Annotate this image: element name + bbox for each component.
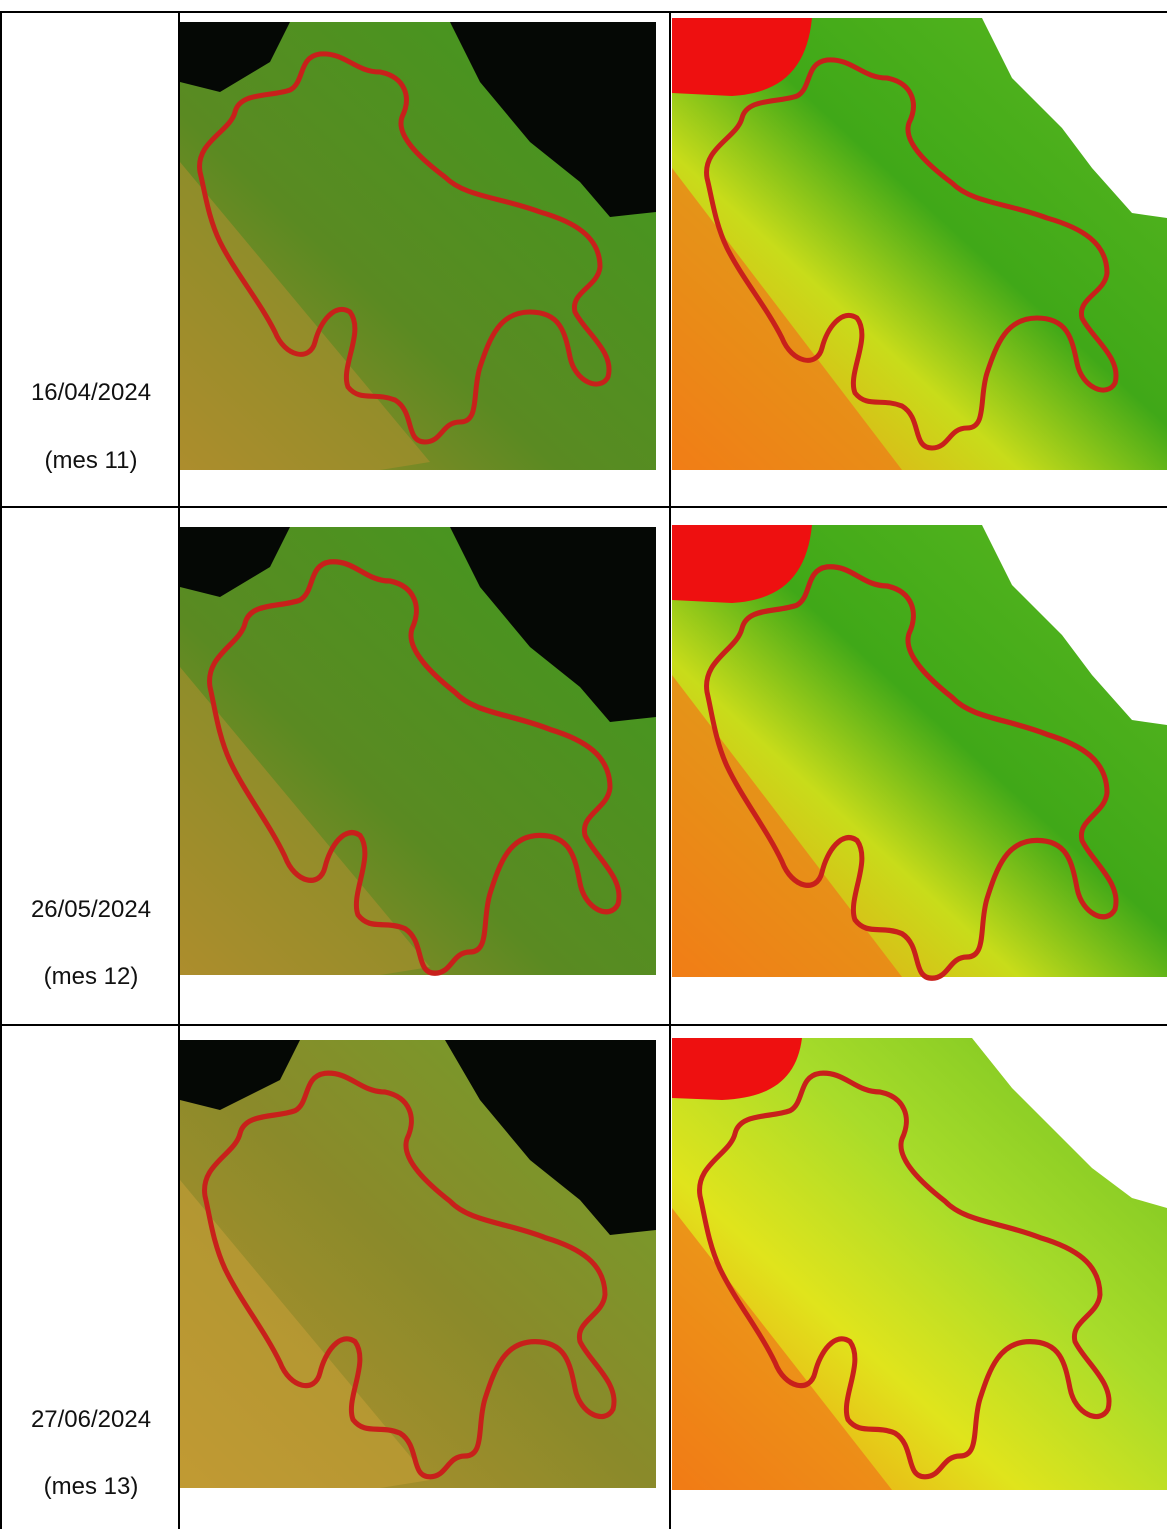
index-map [672, 18, 1167, 470]
row-3-images [180, 1038, 1167, 1490]
satellite-image [180, 22, 656, 470]
row-2-images [180, 525, 1167, 978]
date: 27/06/2024 [31, 1406, 151, 1433]
satellite-image [180, 527, 656, 975]
comparison-table: 16/04/2024 (mes 11) 26/05/2024 (mes 12) … [0, 0, 1167, 1529]
satellite-image [180, 1040, 656, 1488]
date: 26/05/2024 [31, 896, 151, 923]
month-label: (mes 13) [44, 1473, 139, 1500]
month-label: (mes 12) [44, 963, 139, 990]
date: 16/04/2024 [31, 379, 151, 406]
index-map [672, 1038, 1167, 1490]
month-label: (mes 11) [45, 447, 138, 474]
row-1-images [180, 18, 1167, 470]
page: 16/04/2024 (mes 11) 26/05/2024 (mes 12) … [0, 0, 1167, 1529]
index-map [672, 525, 1167, 977]
